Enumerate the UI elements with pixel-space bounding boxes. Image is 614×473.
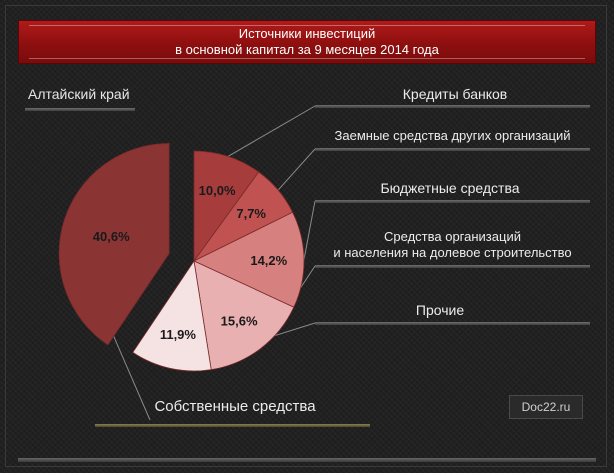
watermark-badge: Doc22.ru (509, 395, 583, 419)
leader-line-1 (277, 148, 316, 191)
slice-value-label-2: 14,2% (250, 253, 287, 268)
leader-line-0 (227, 105, 316, 157)
slice-value-label-5: 40,6% (93, 229, 130, 244)
slice-value-label-1: 7,7% (236, 206, 266, 221)
legend-label-own: Собственные средства (154, 398, 316, 415)
title-highlight-bottom (29, 58, 585, 59)
legend-label-other: Прочие (415, 302, 465, 318)
slice-value-label-0: 10,0% (199, 183, 236, 198)
legend-underline-budget (315, 200, 590, 203)
chart-title-line2: в основной капитал за 9 месяцев 2014 год… (175, 42, 439, 57)
region-label: Алтайский край (28, 86, 130, 102)
slice-value-label-3: 15,6% (221, 314, 258, 329)
pie-slice-4 (132, 259, 212, 372)
chart-title-line1: Источники инвестиций (238, 26, 376, 41)
bottom-rule (18, 458, 596, 462)
leader-line-2 (303, 200, 316, 260)
legend-underline-own (95, 424, 370, 427)
legend-label-budget: Бюджетные средства (380, 180, 520, 196)
legend-label-equity-line1: Средства организаций (384, 229, 521, 244)
pie-slice-2 (193, 211, 305, 308)
legend-label-credits: Кредиты банков (402, 86, 508, 102)
legend-underline-other (315, 322, 590, 325)
pie-slices (58, 143, 305, 372)
pie-slice-3 (193, 260, 295, 371)
legend-label-equity-line2: и населения на долевое строительство (333, 245, 572, 260)
region-underline (25, 108, 135, 111)
legend-underline-loans (315, 148, 590, 151)
pie-slice-5 (58, 143, 170, 346)
legend-underline-credits (315, 105, 590, 108)
legend-label-loans: Заемные средства других организаций (334, 128, 571, 143)
legend-underline-equity (315, 265, 590, 268)
outer-frame (5, 5, 607, 467)
chart-title-bar: Источники инвестиций в основной капитал … (18, 20, 596, 64)
slice-value-label-4: 11,9% (160, 327, 197, 342)
title-highlight-top (29, 25, 585, 26)
pie-value-labels: 10,0%7,7% 14,2% 15,6% 11,9% 40,6% (93, 183, 288, 342)
